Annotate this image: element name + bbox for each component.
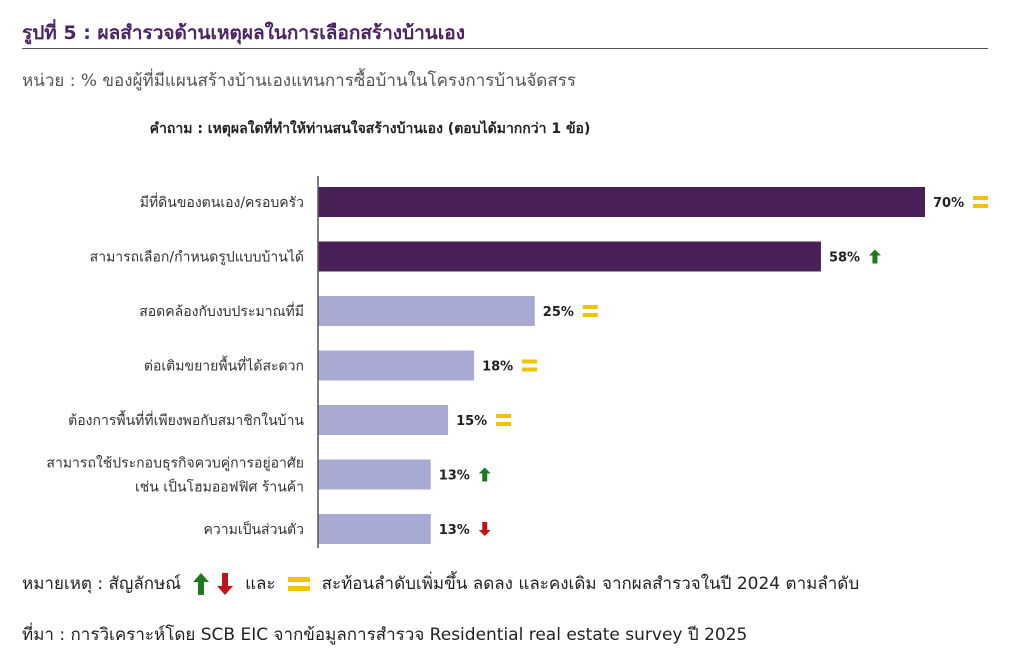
bar	[318, 187, 925, 217]
legend-suffix: สะท้อนลำดับเพิ่มขึ้น ลดลง และคงเดิม จากผ…	[321, 574, 860, 594]
category-label: สามารถใช้ประกอบธุรกิจควบคู่การอยู่อาศัย	[46, 455, 304, 472]
bar	[318, 241, 821, 272]
value-label: 13%	[439, 523, 470, 538]
equal-sign-icon	[582, 313, 598, 317]
bar	[318, 405, 449, 435]
equal-sign-icon	[973, 204, 988, 208]
category-label: สามารถเลือก/กำหนดรูปแบบบ้านได้	[90, 249, 304, 266]
bar	[318, 514, 431, 544]
source-note: ที่มา : การวิเคราะห์โดย SCB EIC จากข้อมู…	[22, 625, 748, 645]
bar	[318, 350, 475, 381]
category-label: มีที่ดินของตนเอง/ครอบครัว	[140, 193, 304, 211]
bar-chart: มีที่ดินของตนเอง/ครอบครัว 70% สามารถเลือก/…	[46, 176, 988, 548]
arrow-up-icon	[193, 572, 210, 595]
equal-sign-icon	[582, 305, 598, 309]
category-label: ต้องการพื้นที่ที่เพียงพอกับสมาชิกในบ้าน	[68, 410, 304, 429]
equal-sign-icon	[522, 359, 538, 364]
legend-prefix: หมายเหตุ : สัญลักษณ์	[22, 574, 182, 594]
survey-question: คำถาม : เหตุผลใดที่ทำให้ท่านสนใจสร้างบ้า…	[149, 121, 591, 137]
equal-sign-icon	[287, 576, 310, 592]
value-label: 70%	[933, 196, 964, 211]
arrow-up-icon	[868, 249, 881, 264]
value-label: 15%	[456, 414, 487, 429]
legend-note: หมายเหตุ : สัญลักษณ์ และ สะท้อนลำดับเพิ่…	[22, 570, 859, 597]
equal-sign-icon	[522, 367, 538, 372]
equal-sign-icon	[973, 196, 988, 200]
value-label: 58%	[829, 251, 860, 266]
legend-and: และ	[245, 574, 276, 594]
value-label: 25%	[543, 305, 574, 320]
arrow-down-icon	[478, 522, 491, 536]
arrow-down-icon	[217, 572, 234, 595]
arrow-up-icon	[478, 467, 491, 482]
equal-sign-icon	[496, 422, 512, 426]
bar	[318, 459, 431, 490]
title-divider	[22, 48, 988, 49]
value-label: 13%	[439, 469, 470, 484]
equal-sign-icon	[496, 414, 512, 418]
figure-title: รูปที่ 5 : ผลสำรวจด้านเหตุผลในการเลือกสร…	[22, 22, 465, 44]
category-label: เช่น เป็นโฮมออฟฟิศ ร้านค้า	[135, 478, 304, 496]
category-label: สอดคล้องกับงบประมาณที่มี	[139, 302, 304, 320]
category-label: ความเป็นส่วนตัว	[204, 520, 305, 538]
category-label: ต่อเติมขยายพื้นที่ได้สะดวก	[144, 356, 304, 375]
value-label: 18%	[482, 360, 513, 375]
unit-note: หน่วย : % ของผู้ที่มีแผนสร้างบ้านเองแทนก…	[22, 71, 576, 91]
bar	[318, 296, 535, 326]
